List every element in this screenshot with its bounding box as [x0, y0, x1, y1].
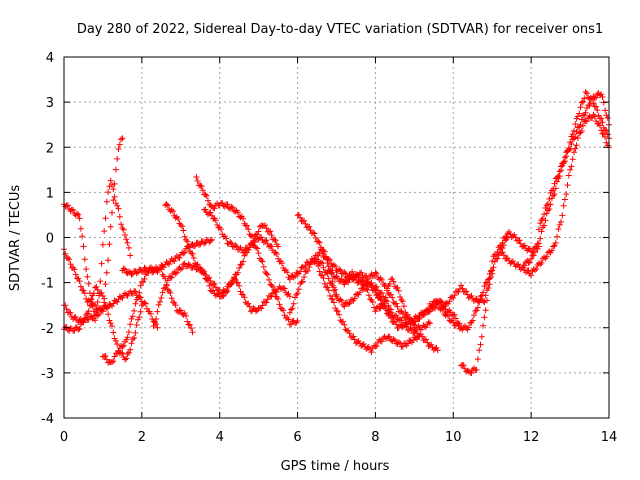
y-tick-label: -4 — [41, 412, 54, 427]
y-axis: -4 -3 -2 -1 0 1 2 3 4 — [41, 51, 609, 427]
chart-title: Day 280 of 2022, Sidereal Day-to-day VTE… — [77, 22, 603, 37]
data-marker-path — [535, 89, 612, 233]
x-tick-label: 4 — [216, 430, 224, 445]
y-tick-label: -1 — [41, 277, 54, 292]
y-tick-label: 0 — [46, 232, 54, 247]
series-sat-c — [61, 177, 134, 324]
series-sat-f — [119, 264, 196, 336]
x-tick-label: 14 — [601, 430, 618, 445]
grid — [64, 57, 609, 418]
x-tick-label: 6 — [293, 430, 301, 445]
y-tick-label: -3 — [41, 367, 54, 382]
y-tick-label: 1 — [46, 186, 54, 201]
data-marker-path — [61, 177, 134, 324]
y-tick-label: 4 — [46, 51, 54, 66]
x-axis-label: GPS time / hours — [281, 459, 390, 474]
y-tick-label: -2 — [41, 322, 54, 337]
data-marker-path — [61, 135, 126, 325]
x-tick-label: 0 — [60, 430, 68, 445]
series-sat-u — [535, 89, 612, 233]
data-marker-path — [119, 264, 196, 336]
x-tick-label: 12 — [523, 430, 540, 445]
series-sat-r — [458, 229, 542, 376]
series-sat-i — [193, 174, 301, 328]
data-marker-path — [294, 211, 441, 354]
series-sat-l — [294, 211, 441, 354]
data-points — [61, 89, 612, 376]
y-tick-label: 3 — [46, 96, 54, 111]
series-sat-a — [61, 135, 126, 325]
series-sat-m — [314, 260, 422, 356]
x-tick-label: 2 — [138, 430, 146, 445]
x-axis: 0 2 4 6 8 10 12 14 — [60, 57, 617, 445]
y-tick-label: 2 — [46, 141, 54, 156]
y-axis-label: SDTVAR / TECUs — [8, 185, 23, 292]
x-tick-label: 10 — [445, 430, 462, 445]
data-marker-path — [193, 174, 301, 328]
x-tick-label: 8 — [371, 430, 379, 445]
data-marker-path — [458, 229, 542, 376]
data-marker-path — [314, 260, 422, 356]
